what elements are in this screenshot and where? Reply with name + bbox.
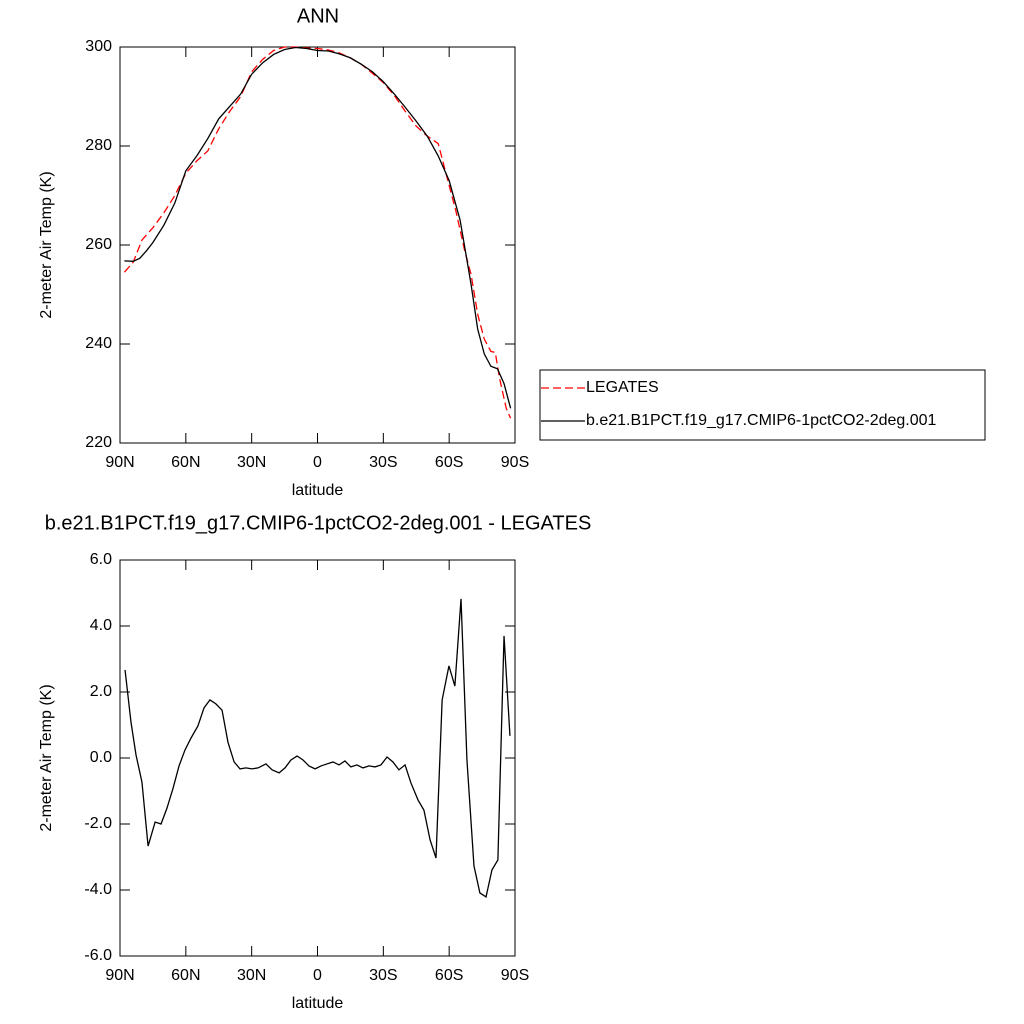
data-line [124, 46, 512, 409]
y-tick-label: 2.0 [90, 683, 112, 700]
y-tick-label: -4.0 [84, 881, 112, 898]
legend-label: b.e21.B1PCT.f19_g17.CMIP6-1pctCO2-2deg.0… [586, 412, 937, 429]
x-tick-label: 0 [313, 967, 322, 984]
data-line [123, 46, 512, 419]
x-tick-label: 90N [105, 454, 134, 471]
x-tick-label: 60S [435, 967, 463, 984]
x-axis-label: latitude [292, 995, 344, 1012]
x-tick-label: 90S [501, 967, 529, 984]
x-tick-label: 90S [501, 454, 529, 471]
y-tick-label: 300 [85, 38, 112, 55]
y-tick-label: 0.0 [90, 749, 112, 766]
y-tick-label: 220 [85, 434, 112, 451]
chart-title: b.e21.B1PCT.f19_g17.CMIP6-1pctCO2-2deg.0… [45, 512, 592, 534]
x-tick-label: 30N [237, 967, 266, 984]
y-tick-label: -2.0 [84, 815, 112, 832]
y-tick-label: 280 [85, 137, 112, 154]
plot-frame [119, 559, 516, 957]
y-tick-label: 240 [85, 335, 112, 352]
y-tick-label: 260 [85, 236, 112, 253]
y-tick-label: 4.0 [90, 617, 112, 634]
chart-title: ANN [297, 5, 339, 27]
legend-box [539, 369, 986, 441]
x-axis-label: latitude [292, 482, 344, 499]
y-tick-label: -6.0 [84, 947, 112, 964]
y-axis-label: 2-meter Air Temp (K) [38, 684, 55, 831]
y-axis-label: 2-meter Air Temp (K) [38, 171, 55, 318]
x-tick-label: 30N [237, 454, 266, 471]
data-line [124, 598, 511, 898]
x-tick-label: 90N [105, 967, 134, 984]
y-tick-label: 6.0 [90, 551, 112, 568]
legend-label: LEGATES [586, 379, 659, 396]
x-tick-label: 60S [435, 454, 463, 471]
x-tick-label: 30S [369, 967, 397, 984]
x-tick-label: 0 [313, 454, 322, 471]
x-tick-label: 60N [171, 967, 200, 984]
x-tick-label: 30S [369, 454, 397, 471]
plot-frame [119, 46, 516, 444]
x-tick-label: 60N [171, 454, 200, 471]
